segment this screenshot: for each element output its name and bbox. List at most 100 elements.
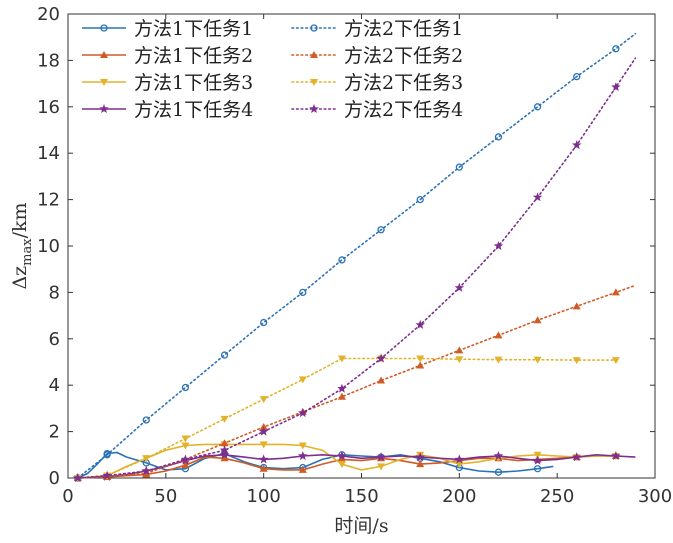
circle-marker xyxy=(573,72,581,81)
triangle-up-marker xyxy=(494,331,503,339)
circle-marker xyxy=(455,163,463,171)
x-tick-label: 200 xyxy=(442,486,476,507)
legend-label: 方法2下任务2 xyxy=(344,45,463,67)
star-marker xyxy=(219,445,230,455)
triangle-up-marker xyxy=(337,392,346,400)
legend-item: 方法1下任务1 xyxy=(82,18,253,40)
triangle-up-marker xyxy=(455,346,464,354)
circle-marker xyxy=(612,45,620,53)
triangle-down-marker xyxy=(100,79,108,86)
legend-item: 方法1下任务4 xyxy=(82,99,253,121)
circle-marker xyxy=(494,133,503,141)
star-marker xyxy=(258,426,269,436)
star-marker xyxy=(73,473,83,482)
triangle-up-marker xyxy=(377,376,386,384)
series-line xyxy=(77,451,554,479)
star-marker xyxy=(141,466,151,476)
y-axis-label-unit: /km xyxy=(9,202,31,238)
x-tick-label: 300 xyxy=(638,486,672,507)
star-marker xyxy=(572,452,582,462)
series xyxy=(74,32,637,482)
legend-label: 方法2下任务3 xyxy=(344,72,463,94)
circle-marker xyxy=(260,318,268,327)
star-marker xyxy=(611,82,621,92)
legend-label: 方法2下任务4 xyxy=(344,99,463,121)
x-tick-label: 150 xyxy=(344,486,378,507)
circle-marker xyxy=(377,226,385,234)
triangle-up-marker xyxy=(533,316,542,324)
y-tick-label: 0 xyxy=(49,468,60,489)
star-marker xyxy=(180,454,191,464)
legend-item: 方法1下任务3 xyxy=(82,72,253,94)
circle-marker xyxy=(220,351,229,359)
x-tick-label: 0 xyxy=(62,486,73,507)
legend: 方法1下任务1 方法1下任务2 方法1下任务3 方法1下任务4 方法2下任务1 方法2下任… xyxy=(82,18,463,121)
triangle-down-marker xyxy=(142,455,151,463)
triangle-down-marker xyxy=(298,376,307,384)
circle-marker xyxy=(142,416,150,424)
star-marker xyxy=(493,451,504,460)
legend-label: 方法1下任务3 xyxy=(134,72,253,94)
star-marker xyxy=(258,454,269,464)
triangle-down-marker xyxy=(455,356,464,364)
star-marker xyxy=(219,449,230,459)
legend-item: 方法2下任务3 xyxy=(291,72,463,94)
series xyxy=(73,355,620,482)
series xyxy=(73,57,637,482)
triangle-down-marker xyxy=(494,356,503,364)
circle-marker xyxy=(533,103,542,111)
y-axis-label-subscript: max xyxy=(20,238,35,266)
y-tick-label: 4 xyxy=(49,375,60,396)
triangle-down-marker xyxy=(377,463,386,471)
series-line xyxy=(77,284,637,479)
star-marker xyxy=(376,452,386,462)
series-layer xyxy=(73,32,637,482)
star-marker xyxy=(611,451,621,460)
triangle-up-marker xyxy=(220,439,229,447)
circle-marker xyxy=(338,256,346,264)
legend-item: 方法2下任务2 xyxy=(291,45,463,67)
legend-label: 方法1下任务2 xyxy=(134,45,253,67)
star-marker xyxy=(415,452,425,462)
star-marker xyxy=(415,319,425,329)
triangle-down-marker xyxy=(181,442,190,450)
triangle-up-marker xyxy=(259,464,268,472)
star-marker xyxy=(99,104,109,113)
series-line xyxy=(77,443,616,479)
triangle-down-marker xyxy=(310,79,318,86)
triangle-up-marker xyxy=(220,454,229,462)
star-marker xyxy=(532,192,543,202)
triangle-down-marker xyxy=(611,357,620,365)
x-tick-label: 50 xyxy=(154,486,177,507)
triangle-up-marker xyxy=(611,288,620,296)
triangle-up-marker xyxy=(310,51,318,58)
star-marker xyxy=(337,383,347,393)
y-axis-label: Δzmax/km xyxy=(9,202,35,289)
triangle-down-marker xyxy=(572,357,581,365)
legend-label: 方法1下任务1 xyxy=(134,18,253,40)
triangle-up-marker xyxy=(100,51,108,58)
triangle-down-marker xyxy=(337,461,346,469)
triangle-up-marker xyxy=(298,465,307,473)
triangle-up-marker xyxy=(416,361,425,369)
triangle-down-marker xyxy=(533,451,542,459)
circle-marker xyxy=(299,288,307,297)
y-tick-label: 10 xyxy=(37,236,60,257)
star-marker xyxy=(102,470,112,480)
x-tick-label: 250 xyxy=(540,486,574,507)
star-marker xyxy=(493,241,504,250)
triangle-down-marker xyxy=(259,396,268,404)
triangle-up-marker xyxy=(337,455,346,463)
x-axis-label: 时间/s xyxy=(334,515,388,537)
star-marker xyxy=(337,451,347,460)
triangle-down-marker xyxy=(337,355,346,363)
triangle-down-marker xyxy=(416,355,425,363)
triangle-down-marker xyxy=(533,356,542,364)
legend-label: 方法2下任务1 xyxy=(344,18,463,40)
series-line xyxy=(77,32,637,479)
star-marker xyxy=(298,408,308,418)
star-marker xyxy=(454,454,465,464)
y-tick-label: 12 xyxy=(37,190,60,211)
triangle-up-marker xyxy=(416,460,425,468)
y-tick-label: 2 xyxy=(49,422,60,443)
